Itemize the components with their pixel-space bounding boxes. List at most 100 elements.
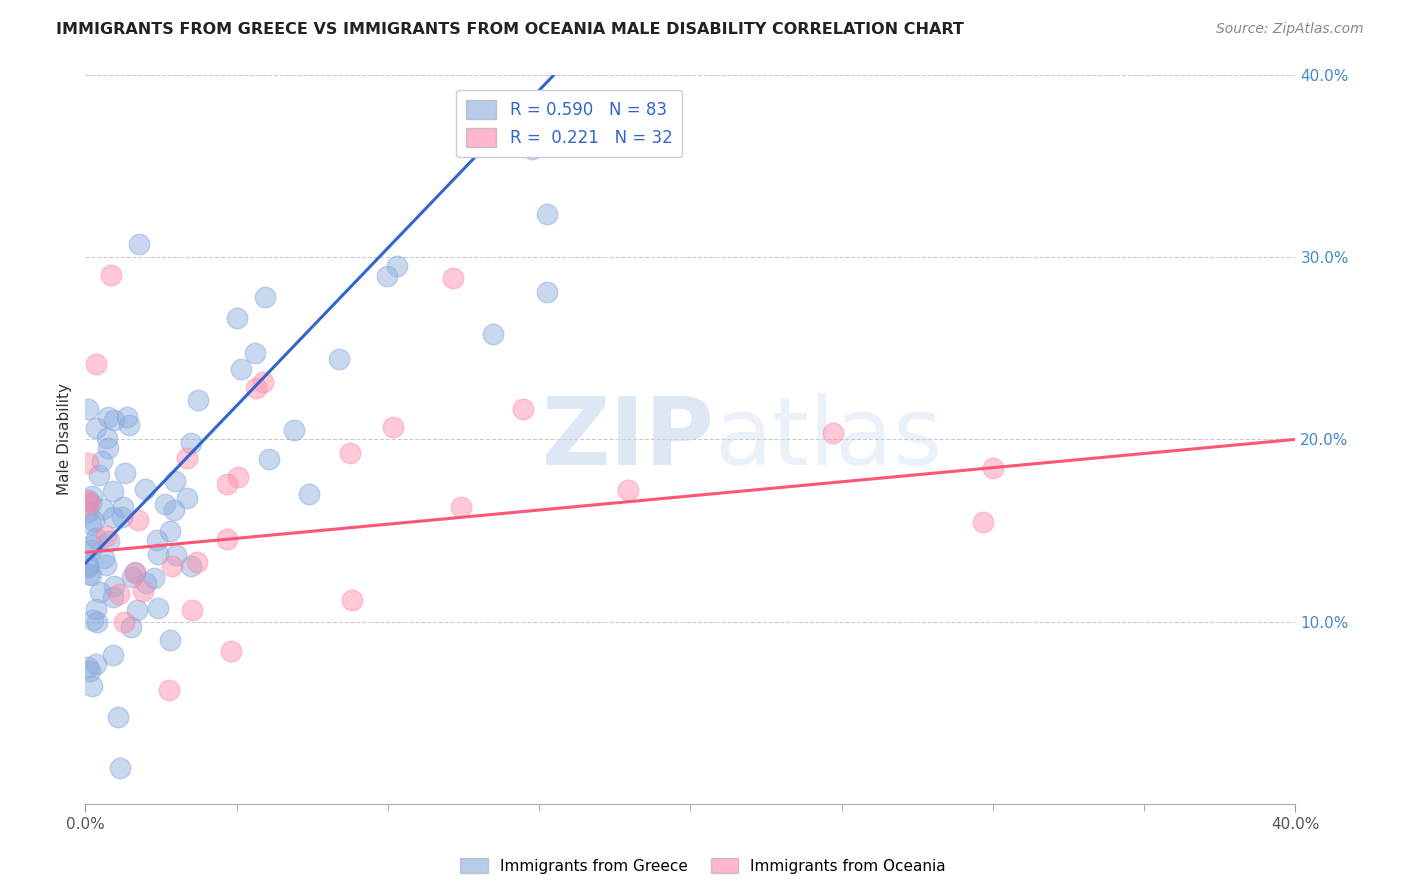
Point: [121, 570, 143, 584]
Point: [145, 533, 167, 548]
Point: [111, 510, 134, 524]
Point: [94, 558, 117, 572]
Point: [77, 558, 100, 573]
Point: [226, 470, 249, 484]
Point: [107, 710, 129, 724]
Point: [176, 451, 198, 466]
Point: [128, 237, 150, 252]
Legend: Immigrants from Greece, Immigrants from Oceania: Immigrants from Greece, Immigrants from …: [454, 852, 952, 880]
Point: [186, 555, 208, 569]
Point: [226, 310, 249, 325]
Point: [159, 524, 181, 538]
Point: [97, 442, 120, 456]
Point: [79, 543, 101, 558]
Point: [101, 510, 124, 524]
Point: [120, 619, 142, 633]
Point: [114, 466, 136, 480]
Point: [215, 533, 238, 547]
Point: [80, 679, 103, 693]
Point: [328, 351, 350, 366]
Point: [86, 657, 108, 671]
Point: [77, 559, 100, 574]
Point: [101, 591, 124, 605]
Point: [243, 345, 266, 359]
Point: [101, 483, 124, 498]
Point: [124, 565, 146, 579]
Point: [96, 431, 118, 445]
Point: [536, 207, 558, 221]
Point: [163, 503, 186, 517]
Point: [252, 375, 274, 389]
Point: [215, 476, 238, 491]
Point: [97, 409, 120, 424]
Point: [187, 392, 209, 407]
Point: [382, 420, 405, 434]
Point: [89, 584, 111, 599]
Point: [253, 290, 276, 304]
Point: [125, 603, 148, 617]
Point: [441, 271, 464, 285]
Point: [77, 401, 100, 416]
Point: [89, 467, 111, 482]
Point: [617, 483, 640, 497]
Point: [180, 559, 202, 574]
Point: [339, 445, 361, 459]
Point: [86, 615, 108, 630]
Point: [157, 683, 180, 698]
Point: [165, 549, 187, 563]
Point: [981, 461, 1004, 475]
Point: [569, 136, 592, 151]
Point: [103, 579, 125, 593]
Point: [82, 489, 104, 503]
Point: [84, 602, 107, 616]
Point: [91, 502, 114, 516]
Point: [180, 435, 202, 450]
Point: [103, 412, 125, 426]
Point: [115, 409, 138, 424]
Point: [551, 122, 574, 136]
Point: [77, 456, 100, 470]
Point: [181, 603, 204, 617]
Point: [132, 584, 155, 599]
Point: [245, 380, 267, 394]
Point: [124, 566, 146, 581]
Text: IMMIGRANTS FROM GREECE VS IMMIGRANTS FROM OCEANIA MALE DISABILITY CORRELATION CH: IMMIGRANTS FROM GREECE VS IMMIGRANTS FRO…: [56, 22, 965, 37]
Point: [77, 493, 100, 508]
Point: [112, 615, 135, 629]
Y-axis label: Male Disability: Male Disability: [58, 384, 72, 495]
Point: [77, 660, 100, 674]
Point: [79, 496, 101, 510]
Point: [160, 559, 183, 574]
Text: atlas: atlas: [714, 393, 943, 485]
Point: [520, 143, 543, 157]
Point: [110, 761, 132, 775]
Point: [512, 122, 534, 136]
Point: [340, 593, 363, 607]
Legend: R = 0.590   N = 83, R =  0.221   N = 32: R = 0.590 N = 83, R = 0.221 N = 32: [457, 90, 682, 157]
Point: [176, 491, 198, 505]
Point: [82, 613, 104, 627]
Point: [482, 326, 505, 341]
Point: [94, 529, 117, 543]
Point: [142, 571, 165, 585]
Point: [111, 500, 134, 514]
Point: [134, 483, 156, 497]
Point: [80, 567, 103, 582]
Point: [86, 421, 108, 435]
Point: [77, 493, 100, 508]
Point: [83, 514, 105, 528]
Text: Source: ZipAtlas.com: Source: ZipAtlas.com: [1216, 22, 1364, 37]
Point: [77, 497, 100, 511]
Point: [118, 417, 141, 432]
Point: [79, 567, 101, 582]
Point: [165, 474, 187, 488]
Point: [229, 362, 252, 376]
Point: [84, 531, 107, 545]
Point: [219, 644, 242, 658]
Point: [98, 534, 121, 549]
Point: [972, 516, 994, 530]
Point: [84, 357, 107, 371]
Point: [821, 426, 844, 441]
Point: [93, 551, 115, 566]
Text: ZIP: ZIP: [541, 393, 714, 485]
